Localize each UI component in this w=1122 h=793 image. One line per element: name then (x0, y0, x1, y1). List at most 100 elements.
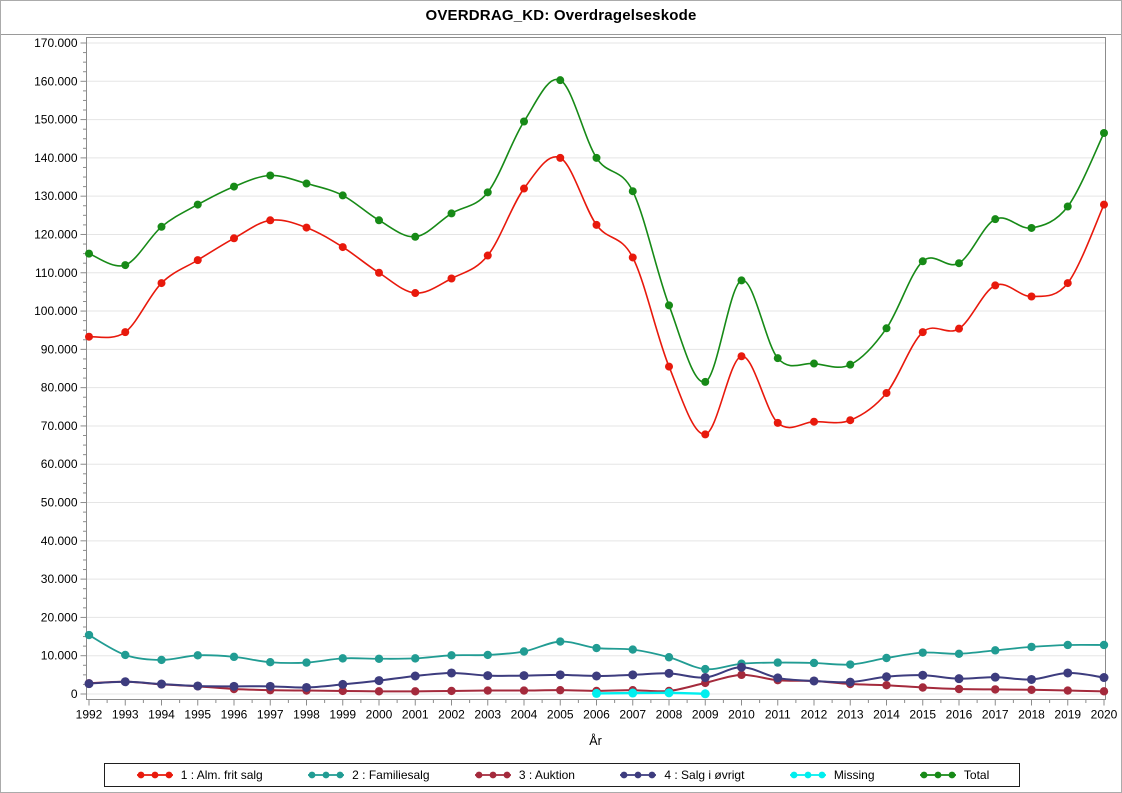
data-point (84, 679, 94, 689)
legend-label: 4 : Salg i øvrigt (664, 768, 745, 782)
legend-entry-1-alm-frit-salg[interactable]: 1 : Alm. frit salg (135, 768, 263, 782)
data-point (230, 234, 238, 243)
data-point (918, 683, 927, 692)
x-tick-label: 2005 (547, 708, 574, 722)
gridlines (86, 42, 1106, 695)
series-line (88, 156, 1105, 436)
data-point (157, 679, 166, 689)
data-point (701, 377, 710, 386)
data-point (1027, 223, 1036, 232)
chart-title: OVERDRAG_KD: Overdragelseskode (425, 7, 697, 24)
data-point (410, 671, 420, 681)
legend-marker-icon (474, 771, 511, 779)
data-point (120, 677, 130, 687)
x-tick-label: 1993 (112, 708, 139, 722)
data-point (773, 354, 782, 363)
data-point (954, 684, 964, 694)
data-point (447, 209, 456, 218)
data-point (737, 276, 746, 285)
data-point (700, 689, 710, 699)
x-tick-label: 2015 (909, 708, 936, 722)
data-point (411, 654, 420, 663)
data-point (991, 685, 1000, 694)
data-point (374, 654, 384, 663)
x-tick-label: 2016 (946, 708, 973, 722)
data-point (375, 268, 383, 277)
data-point (447, 274, 456, 283)
data-point (447, 686, 456, 696)
y-tick-label: 10.000 (41, 649, 78, 663)
data-point (701, 430, 710, 439)
data-point (918, 328, 927, 337)
y-tick-label: 90.000 (41, 342, 78, 356)
y-tick-label: 130.000 (34, 189, 78, 203)
data-point (1027, 642, 1036, 652)
data-point (193, 681, 203, 691)
data-point (846, 660, 855, 669)
x-tick-label: 2008 (656, 708, 683, 722)
legend-marker-icon (620, 771, 657, 779)
legend-marker-icon (136, 771, 173, 779)
data-point (882, 653, 891, 663)
y-tick-label: 170.000 (34, 36, 78, 50)
data-point (374, 676, 384, 686)
x-tick-label: 1998 (293, 708, 320, 722)
x-tick-label: 2004 (511, 708, 538, 722)
legend-box: 1 : Alm. frit salg 2 : Familiesalg 3 : Auk… (104, 763, 1020, 787)
data-point (121, 650, 130, 660)
x-tick-label: 2019 (1054, 708, 1081, 722)
data-point (266, 171, 275, 180)
legend-entry-total[interactable]: Total (918, 768, 989, 782)
legend-label: 3 : Auktion (518, 768, 575, 782)
series-line (596, 691, 706, 696)
x-tick-label: 1997 (257, 708, 284, 722)
data-point (628, 645, 637, 654)
legend-entry-4-salg-i-vrigt[interactable]: 4 : Salg i øvrigt (618, 768, 744, 782)
x-axis: 1992 1993 1994 1995 1996 1997 1998 1999 2000 2001… (76, 699, 1118, 722)
data-point (375, 216, 383, 225)
data-point (990, 672, 1000, 682)
data-point (157, 655, 166, 665)
data-point (520, 117, 528, 126)
data-point (483, 650, 492, 660)
legend-entry-3-auktion[interactable]: 3 : Auktion (473, 768, 575, 782)
legend-entry-missing[interactable]: Missing (788, 768, 875, 782)
data-point (1027, 674, 1036, 684)
data-point (121, 261, 130, 270)
data-point (229, 681, 239, 691)
y-tick-label: 50.000 (41, 496, 78, 510)
data-point (918, 257, 927, 266)
data-point (665, 301, 673, 310)
x-tick-label: 2006 (583, 708, 610, 722)
data-point (628, 187, 637, 196)
x-tick-label: 2001 (402, 708, 429, 722)
data-point (556, 76, 565, 85)
data-point (1063, 668, 1073, 678)
data-point (338, 686, 347, 696)
data-point (483, 188, 492, 197)
data-point (882, 324, 891, 333)
data-point (809, 676, 819, 686)
legend-entry-2-familiesalg[interactable]: 2 : Familiesalg (306, 768, 430, 782)
y-tick-label: 0 (71, 687, 78, 701)
data-point (302, 682, 311, 692)
data-point (520, 184, 528, 193)
data-point (882, 672, 891, 682)
y-tick-label: 160.000 (34, 74, 78, 88)
data-point (193, 651, 202, 660)
x-tick-label: 1995 (184, 708, 211, 722)
data-point (193, 256, 202, 265)
data-point (230, 182, 238, 191)
data-point (955, 324, 963, 333)
data-point (737, 662, 746, 672)
data-point (338, 191, 347, 200)
series-missing (592, 688, 710, 699)
data-point (265, 681, 275, 691)
data-point (700, 673, 710, 683)
data-point (483, 686, 492, 695)
data-point (773, 673, 783, 683)
x-axis-title: År (589, 734, 602, 748)
series-2-familiesalg (84, 630, 1109, 674)
y-tick-label: 80.000 (41, 381, 78, 395)
